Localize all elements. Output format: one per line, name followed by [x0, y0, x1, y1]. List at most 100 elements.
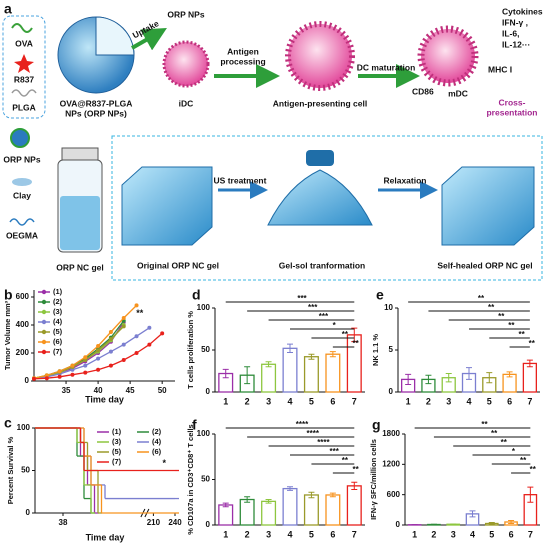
point	[70, 363, 75, 368]
point	[160, 331, 165, 336]
bar	[261, 500, 277, 526]
point	[32, 376, 36, 381]
cell-label: Antigen-presenting cell	[273, 98, 367, 108]
error-bar	[244, 366, 251, 385]
panel-label: c	[4, 415, 12, 431]
significance-label: **	[342, 330, 349, 339]
point	[96, 367, 101, 372]
bar	[303, 356, 319, 393]
y-tick-label: 100	[197, 303, 211, 312]
error-bar	[222, 502, 229, 508]
series-line	[33, 320, 125, 379]
x-tick-label: 2	[245, 529, 250, 539]
bar	[218, 504, 234, 526]
step-label: Antigen	[227, 46, 259, 56]
legend-label: (3)	[112, 437, 122, 446]
error-bar	[450, 523, 457, 525]
significance-label: **	[491, 429, 498, 438]
x-tick-label: 5	[309, 529, 314, 539]
gel-sol	[267, 169, 373, 226]
us-probe	[306, 150, 334, 166]
significance-label: ***	[297, 294, 307, 303]
point	[108, 363, 113, 368]
x-tick-label: 210	[147, 518, 161, 527]
legend-marker	[41, 339, 47, 345]
point	[96, 344, 101, 348]
x-tick-label: 4	[466, 396, 471, 406]
significance-label: **	[508, 321, 515, 330]
vial-cap	[61, 147, 99, 161]
legend-label: (6)	[53, 337, 63, 346]
y-tick-label: 5	[389, 345, 394, 354]
x-axis-label: Time day	[86, 532, 125, 542]
legend-marker	[41, 319, 47, 325]
arrow	[131, 28, 167, 51]
point	[134, 334, 139, 339]
legend-label: (5)	[112, 447, 122, 456]
error-bar	[506, 371, 513, 378]
annotation: **	[136, 308, 144, 318]
panel-label: b	[4, 287, 13, 303]
bar	[282, 347, 298, 393]
step-label: US treatment	[214, 175, 267, 185]
gel-label: ORP NC gel	[56, 262, 104, 272]
point	[70, 367, 75, 372]
y-tick-label: 0	[206, 520, 211, 529]
mdc-cell	[417, 25, 479, 87]
bar	[522, 362, 537, 393]
point	[134, 303, 139, 308]
gel-cube	[121, 166, 213, 246]
nanoparticle-label: NPs (ORP NPs)	[65, 108, 127, 118]
x-tick-label: 4	[470, 529, 475, 539]
point	[44, 376, 49, 381]
nanoparticle-label: OVA@R837-PLGA	[60, 98, 133, 108]
apc-cell	[285, 21, 355, 91]
r837-icon	[14, 54, 34, 73]
panel-label: f	[192, 417, 197, 433]
significance-label: ****	[296, 420, 309, 429]
significance-label: **	[352, 339, 359, 348]
error-bar	[526, 359, 533, 368]
marker-label: CD86	[412, 86, 434, 96]
point	[121, 358, 126, 362]
y-axis-label: T cells proliferation %	[186, 311, 195, 389]
y-tick-label: 1800	[382, 429, 400, 438]
significance-label: ***	[329, 447, 339, 456]
legend-marker	[41, 329, 47, 335]
y-tick-label: 0	[25, 376, 30, 385]
point	[83, 363, 88, 368]
error-bar	[329, 492, 336, 498]
x-tick-label: 4	[287, 529, 292, 539]
legend-label: (7)	[112, 457, 122, 466]
x-tick-label: 45	[126, 386, 135, 395]
step-label: Relaxation	[384, 175, 427, 185]
point	[121, 324, 126, 329]
y-tick-label: 100	[197, 429, 211, 438]
vial-gel	[60, 196, 100, 250]
point	[121, 316, 126, 320]
point	[121, 342, 126, 347]
error-bar	[329, 351, 336, 358]
error-bar	[244, 496, 251, 503]
x-tick-label: 7	[528, 529, 533, 539]
annotation: *	[162, 458, 166, 468]
bar	[303, 494, 319, 526]
significance-label: ****	[306, 429, 319, 438]
legend-marker	[41, 289, 47, 295]
cell-label: iDC	[179, 98, 194, 108]
y-tick-label: 50	[21, 466, 30, 475]
significance-label: **	[488, 303, 495, 312]
np-label: ORP NPs	[167, 9, 204, 19]
significance-label: **	[520, 456, 527, 465]
point	[108, 337, 113, 341]
legend-label: (2)	[53, 297, 63, 306]
significance-label: **	[481, 420, 488, 429]
step-label: DC maturation	[357, 62, 416, 72]
legend-label: (1)	[112, 427, 122, 436]
x-axis-label: Time day	[85, 394, 124, 404]
x-tick-label: 4	[287, 396, 292, 406]
gel-state-label: Gel-sol tranformation	[279, 260, 365, 270]
gel-box	[111, 135, 543, 281]
x-tick-label: 7	[352, 396, 357, 406]
significance-label: **	[498, 312, 505, 321]
